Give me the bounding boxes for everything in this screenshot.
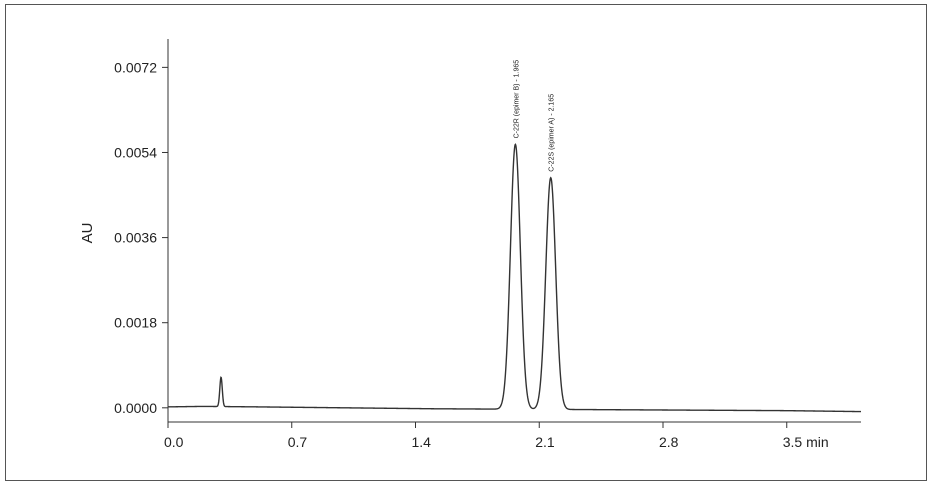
peak-label: C-22R (epimer B) - 1.965 bbox=[513, 60, 520, 139]
x-tick-label: 0.0 bbox=[164, 434, 184, 450]
x-tick-label: 0.7 bbox=[288, 434, 308, 450]
y-axis-label: AU bbox=[79, 223, 96, 244]
peak-labels: C-22R (epimer B) - 1.965 C-22S (epimer A)… bbox=[513, 60, 555, 172]
x-tick-label: 2.8 bbox=[659, 434, 679, 450]
y-ticks: 0.0000 0.0018 0.0036 0.0054 0.0072 bbox=[114, 59, 168, 416]
y-tick-label: 0.0072 bbox=[114, 59, 157, 75]
chromatogram-chart: AU 0.0000 0.0018 0.0036 0.0054 0.0072 0.0 0.7… bbox=[79, 39, 862, 450]
x-ticks: 0.0 0.7 1.4 2.1 2.8 3.5 min bbox=[164, 422, 829, 450]
x-tick-label: 3.5 min bbox=[783, 434, 829, 450]
x-tick-label: 1.4 bbox=[412, 434, 432, 450]
chromatogram-trace bbox=[167, 143, 862, 413]
y-tick-label: 0.0000 bbox=[114, 400, 157, 416]
chart-frame: AU 0.0000 0.0018 0.0036 0.0054 0.0072 0.0 0.7… bbox=[5, 4, 927, 481]
x-tick-label: 2.1 bbox=[535, 434, 555, 450]
peak-label: C-22S (epimer A) - 2.165 bbox=[549, 94, 556, 172]
y-tick-label: 0.0036 bbox=[114, 230, 157, 246]
y-tick-label: 0.0054 bbox=[114, 144, 157, 160]
y-tick-label: 0.0018 bbox=[114, 315, 157, 331]
